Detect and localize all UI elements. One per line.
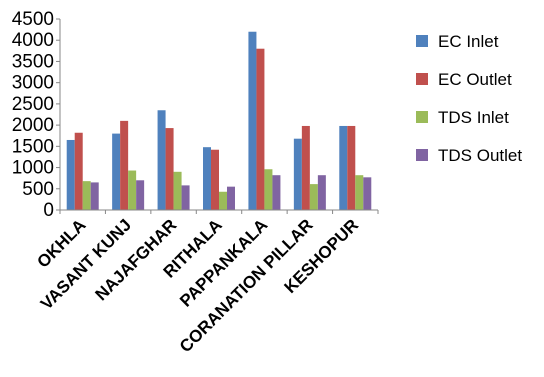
bar-tds-outlet-najafghar — [181, 185, 190, 210]
bar-ec-outlet-keshopur — [347, 125, 356, 210]
bar-ec-outlet-pappankala — [256, 48, 265, 211]
legend-swatch — [416, 149, 428, 161]
y-tick-label: 3000 — [12, 73, 54, 94]
bar-ec-inlet-pappankala — [248, 31, 257, 211]
bar-tds-inlet-pappankala — [264, 169, 273, 210]
bar-tds-outlet-pappankala — [272, 175, 281, 210]
y-tick-label: 1000 — [12, 158, 54, 179]
bar-ec-outlet-vasant-kunj — [120, 120, 129, 210]
bar-tds-inlet-okhla — [82, 181, 91, 210]
bars-layer — [66, 31, 372, 211]
legend-swatch — [416, 73, 428, 85]
legend-label: TDS Outlet — [438, 146, 522, 165]
bar-ec-inlet-keshopur — [339, 125, 348, 210]
bar-tds-outlet-vasant-kunj — [136, 180, 145, 210]
bar-ec-inlet-najafghar — [157, 110, 166, 210]
legend-swatch — [416, 111, 428, 123]
legend-swatch — [416, 35, 428, 47]
bar-tds-inlet-coranation-pillar — [309, 184, 318, 210]
legend-label: EC Outlet — [438, 70, 512, 89]
bar-ec-outlet-okhla — [74, 132, 83, 210]
bar-ec-outlet-najafghar — [165, 128, 174, 210]
bar-ec-inlet-coranation-pillar — [293, 138, 302, 210]
y-tick-label: 2000 — [12, 115, 54, 136]
bar-tds-outlet-coranation-pillar — [317, 175, 326, 210]
legend: EC Inlet EC Outlet TDS Inlet TDS Outlet — [416, 32, 522, 165]
legend-label: EC Inlet — [438, 32, 499, 51]
y-tick-label: 4500 — [12, 9, 54, 30]
y-tick-label: 4000 — [12, 30, 54, 51]
y-tick-label: 1500 — [12, 136, 54, 157]
bar-ec-outlet-rithala — [211, 149, 219, 210]
axes-layer — [56, 18, 379, 214]
bar-ec-inlet-okhla — [66, 139, 75, 210]
y-tick-label: 500 — [22, 179, 54, 200]
bar-ec-outlet-coranation-pillar — [301, 125, 310, 210]
y-tick-label: 0 — [43, 200, 54, 221]
y-tick-label: 3500 — [12, 51, 54, 72]
bar-tds-inlet-keshopur — [355, 175, 364, 210]
bar-tds-outlet-keshopur — [363, 177, 372, 210]
bar-tds-outlet-rithala — [227, 186, 235, 210]
bar-ec-inlet-vasant-kunj — [112, 133, 121, 210]
bar-tds-inlet-vasant-kunj — [128, 170, 137, 210]
bar-tds-inlet-najafghar — [173, 171, 182, 210]
bar-tds-inlet-rithala — [219, 191, 227, 210]
bar-tds-outlet-okhla — [90, 182, 99, 210]
legend-label: TDS Inlet — [438, 108, 509, 127]
y-tick-label: 2500 — [12, 94, 54, 115]
bar-ec-inlet-rithala — [203, 147, 211, 210]
